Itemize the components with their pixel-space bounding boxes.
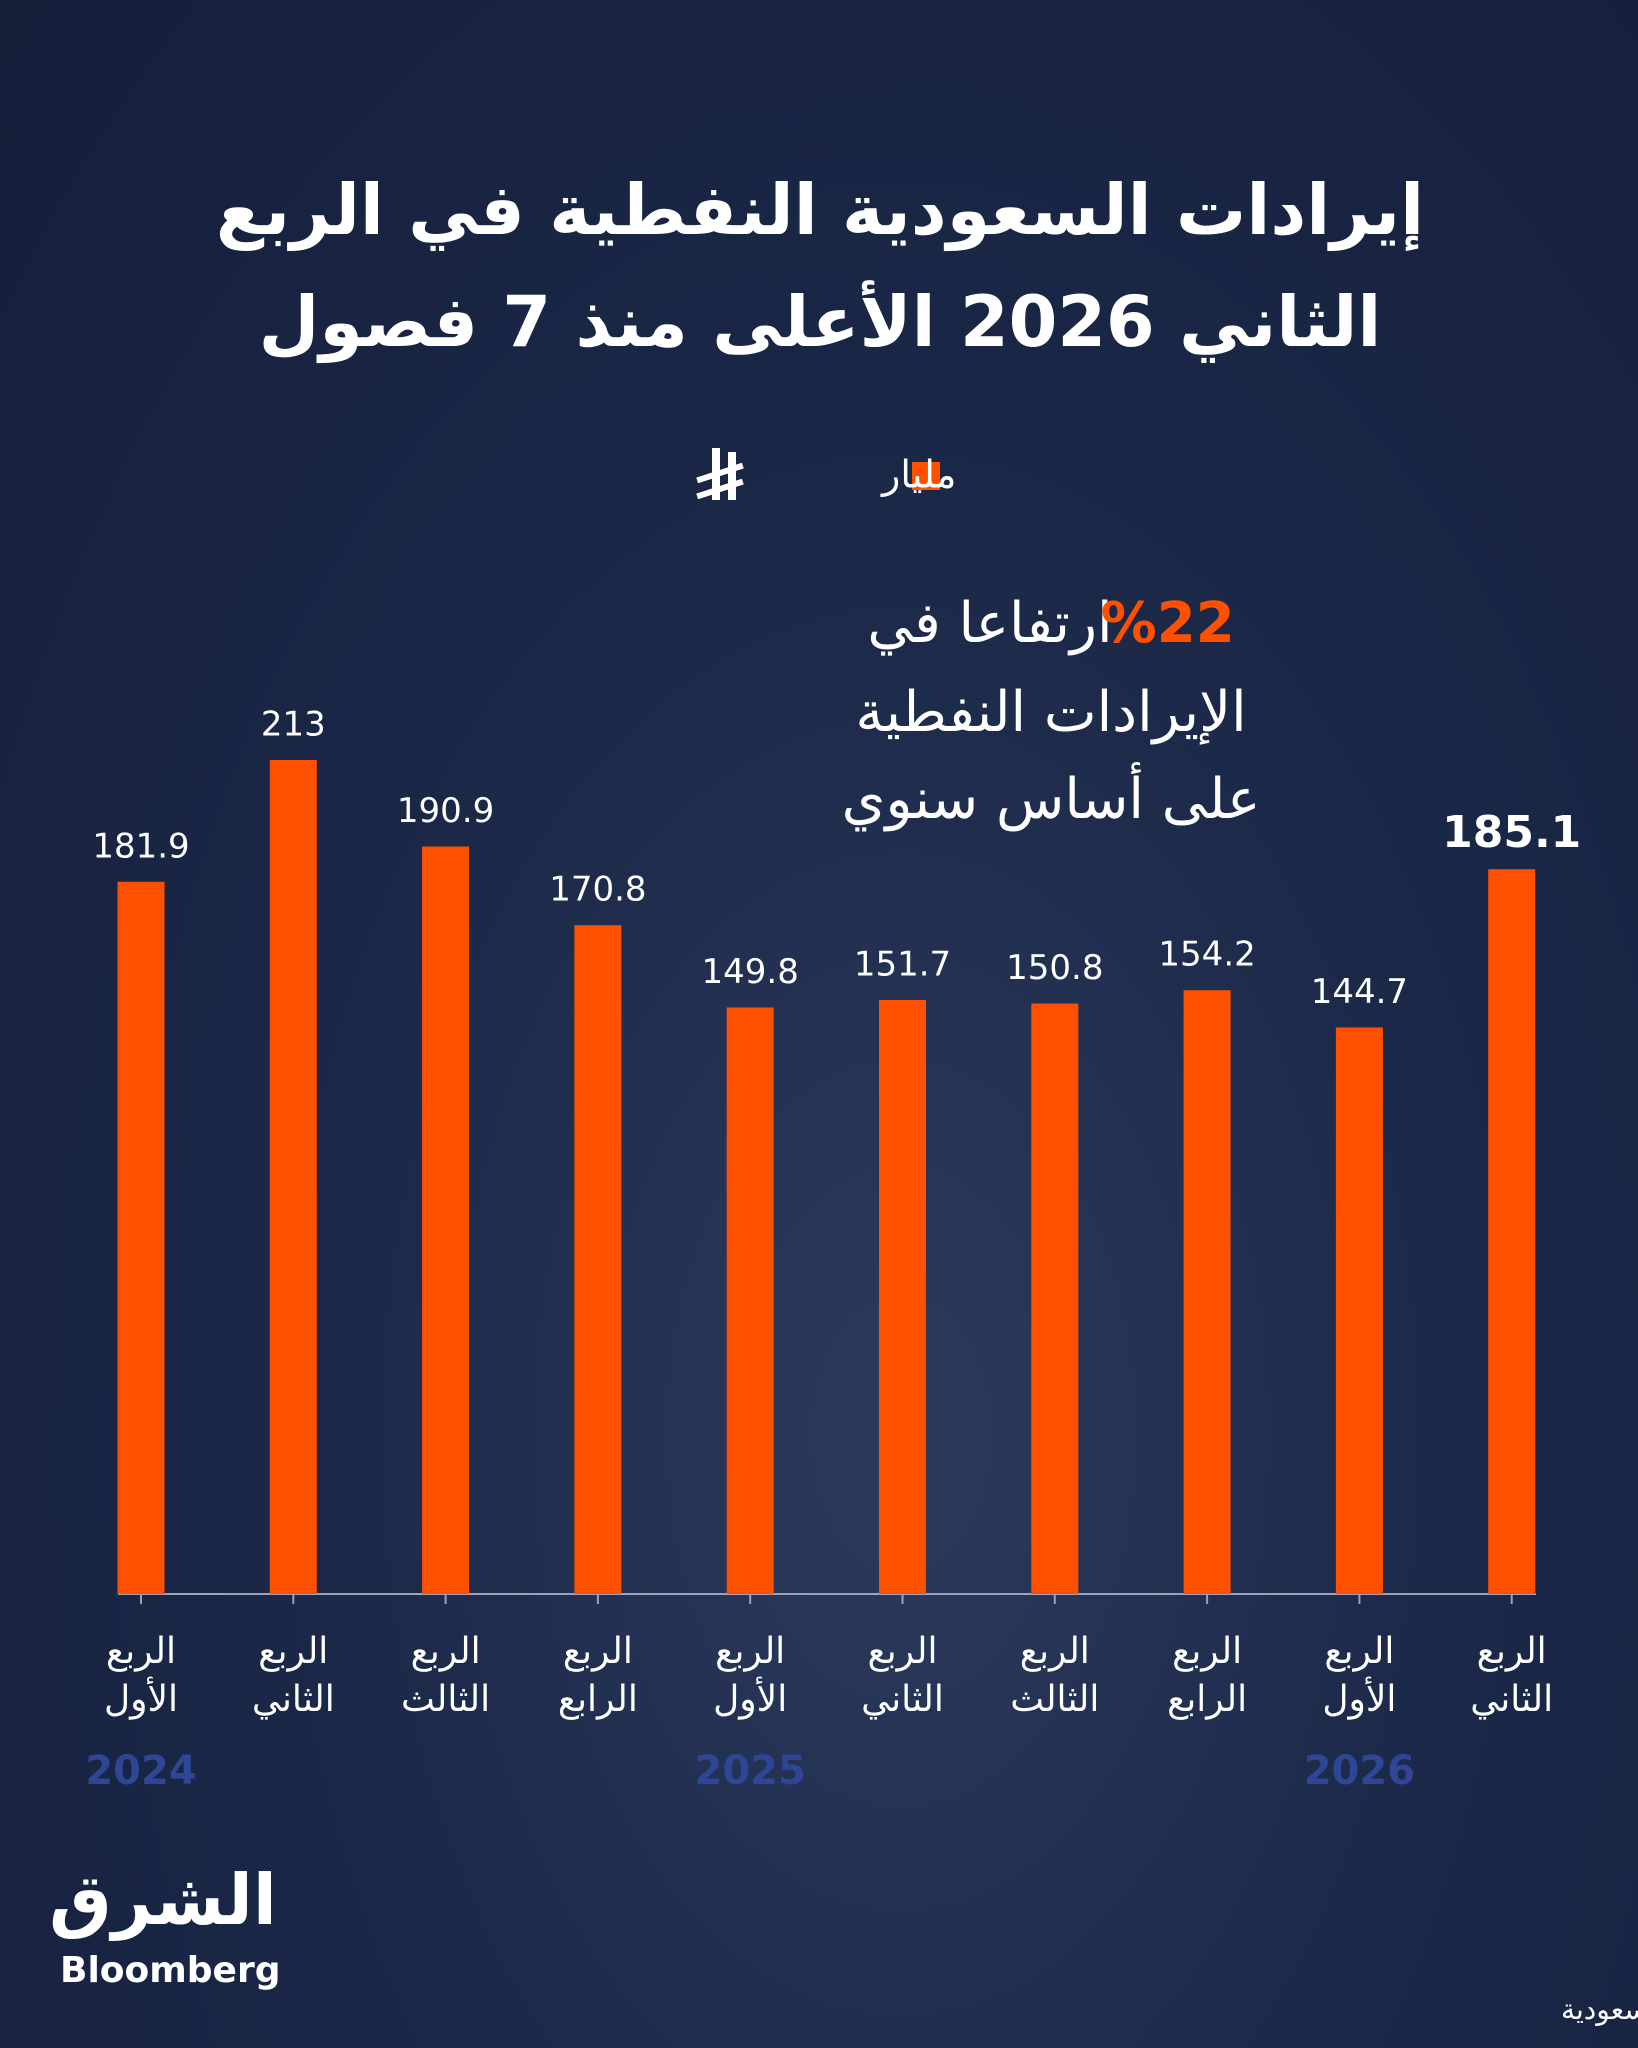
year-label: 2024 — [85, 1748, 197, 1794]
x-tick-label: الربع الرابع — [557, 1631, 638, 1720]
x-tick-label: الربع الأول — [713, 1631, 788, 1720]
bar — [117, 881, 165, 1594]
value-label: 213 — [261, 705, 326, 745]
annotation-text: الإيرادات النفطية — [855, 680, 1246, 745]
x-tick-label: الربع الثاني — [861, 1631, 944, 1720]
x-tick-label: الربع الأول — [1322, 1631, 1397, 1720]
source: المصدر: بيانات وزارة المالية السعودية — [1561, 1993, 1638, 2026]
legend-label: مليار — [880, 453, 956, 497]
bar — [1183, 990, 1231, 1594]
year-label: 2026 — [1303, 1748, 1416, 1794]
chart-title: إيرادات السعودية النفطية في الربع — [216, 169, 1424, 252]
x-tick-label: الربع الأول — [103, 1631, 179, 1720]
bar — [879, 1000, 926, 1594]
x-tick-label: الربع الثاني — [251, 1631, 335, 1720]
x-tick-label: الربع الثاني — [1470, 1631, 1554, 1720]
value-label: 181.9 — [92, 826, 189, 866]
bar — [1031, 1003, 1079, 1594]
bar — [422, 846, 470, 1594]
x-tick-label: الربع الثالث — [401, 1631, 491, 1720]
riyal-symbol — [696, 448, 744, 500]
logo-partner: Bloomberg — [60, 1950, 280, 1991]
value-label: 190.9 — [397, 791, 494, 831]
annotation-highlight: %22 — [1101, 591, 1235, 656]
value-label: 185.1 — [1442, 807, 1581, 858]
value-label: 154.2 — [1158, 935, 1255, 975]
bar — [1488, 869, 1536, 1594]
bar — [269, 760, 317, 1594]
year-label: 2025 — [694, 1748, 806, 1794]
x-tick-label: الربع الثالث — [1010, 1631, 1100, 1720]
value-label: 149.8 — [702, 952, 799, 992]
logo-brand: الشرق — [49, 1859, 277, 1941]
x-tick-label: الربع الرابع — [1167, 1631, 1248, 1720]
annotation-text: على أساس سنوي — [842, 762, 1261, 832]
value-label: 151.7 — [854, 945, 951, 985]
bar — [726, 1007, 774, 1594]
annotation: %22ارتفاعا في — [867, 591, 1234, 656]
bar — [1335, 1027, 1383, 1594]
chart-title: الثاني 2026 الأعلى منذ 7 فصول — [259, 280, 1382, 363]
value-label: 150.8 — [1006, 948, 1103, 988]
value-label: 144.7 — [1311, 972, 1408, 1012]
bar — [574, 925, 622, 1594]
legend-swatch — [912, 462, 940, 490]
value-label: 170.8 — [549, 870, 646, 910]
annotation-text: ارتفاعا في — [867, 591, 1112, 656]
